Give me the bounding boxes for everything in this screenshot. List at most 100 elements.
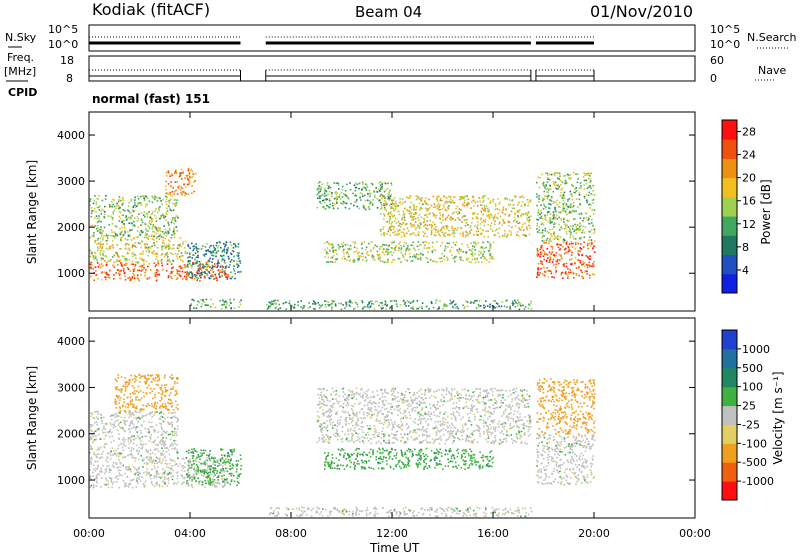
power-pixel xyxy=(112,223,114,225)
power-pixel xyxy=(91,213,93,215)
velocity-pixel xyxy=(208,466,210,468)
power-pixel xyxy=(101,235,103,237)
power-pixel xyxy=(170,276,172,278)
velocity-pixel xyxy=(158,473,160,475)
power-pixel xyxy=(189,263,191,265)
power-pixel xyxy=(416,199,418,201)
power-pixel xyxy=(98,215,100,217)
power-pixel xyxy=(187,175,189,177)
power-pixel xyxy=(403,246,405,248)
power-panel-frame xyxy=(89,112,695,311)
power-pixel xyxy=(487,241,489,243)
power-pixel xyxy=(555,269,557,271)
power-pixel xyxy=(123,223,125,225)
power-pixel xyxy=(490,244,492,246)
power-pixel xyxy=(427,208,429,210)
power-pixel xyxy=(116,226,118,228)
power-pixel xyxy=(392,216,394,218)
power-pixel xyxy=(556,188,558,190)
power-pixel xyxy=(421,197,423,199)
power-pixel xyxy=(541,216,543,218)
power-pixel xyxy=(526,217,528,219)
power-pixel xyxy=(459,196,461,198)
power-pixel xyxy=(104,276,106,278)
velocity-pixel xyxy=(128,437,130,439)
power-pixel xyxy=(97,239,99,241)
velocity-pixel xyxy=(146,468,148,470)
power-pixel xyxy=(146,203,148,205)
power-pixel xyxy=(90,256,92,258)
power-pixel xyxy=(559,173,561,175)
power-pixel xyxy=(179,271,181,273)
power-pixel xyxy=(470,207,472,209)
power-pixel xyxy=(233,268,235,270)
power-pixel xyxy=(402,217,404,219)
power-pixel xyxy=(147,278,149,280)
power-pixel xyxy=(377,251,379,253)
power-pixel xyxy=(164,243,166,245)
power-pixel xyxy=(184,266,186,268)
power-pixel xyxy=(444,250,446,252)
power-pixel xyxy=(389,205,391,207)
velocity-pixel xyxy=(156,424,158,426)
power-pixel xyxy=(547,211,549,213)
power-pixel xyxy=(428,308,430,310)
velocity-pixel xyxy=(97,461,99,463)
power-pixel xyxy=(589,207,591,209)
velocity-pixel xyxy=(136,479,138,481)
power-pixel xyxy=(435,215,437,217)
power-pixel xyxy=(494,221,496,223)
power-pixel xyxy=(192,246,194,248)
power-pixel xyxy=(425,197,427,199)
velocity-pixel xyxy=(171,388,173,390)
power-pixel xyxy=(511,210,513,212)
power-pixel xyxy=(214,278,216,280)
power-pixel xyxy=(147,266,149,268)
velocity-pixel xyxy=(136,391,138,393)
velocity-pixel xyxy=(167,408,169,410)
power-pixel xyxy=(480,251,482,253)
power-pixel xyxy=(192,171,194,173)
power-pixel xyxy=(101,279,103,281)
power-pixel xyxy=(593,185,595,187)
power-pixel xyxy=(477,225,479,227)
power-pixel xyxy=(177,244,179,246)
velocity-pixel xyxy=(104,473,106,475)
power-pixel xyxy=(128,269,130,271)
power-pixel xyxy=(153,242,155,244)
power-pixel xyxy=(133,270,135,272)
power-pixel xyxy=(443,234,445,236)
power-pixel xyxy=(572,206,574,208)
velocity-pixel xyxy=(118,459,120,461)
velocity-pixel xyxy=(155,407,157,409)
power-pixel xyxy=(218,259,220,261)
velocity-pixel xyxy=(90,415,92,417)
power-pixel xyxy=(320,191,322,193)
power-pixel xyxy=(489,202,491,204)
power-pixel xyxy=(189,174,191,176)
power-pixel xyxy=(496,306,498,308)
power-pixel xyxy=(408,305,410,307)
power-pixel xyxy=(435,226,437,228)
power-pixel xyxy=(568,174,570,176)
power-pixel xyxy=(388,191,390,193)
power-pixel xyxy=(122,198,124,200)
power-pixel xyxy=(146,230,148,232)
velocity-pixel xyxy=(140,432,142,434)
power-pixel xyxy=(342,204,344,206)
power-pixel xyxy=(553,215,555,217)
power-pixel xyxy=(327,301,329,303)
velocity-pixel xyxy=(110,429,112,431)
power-pixel xyxy=(131,199,133,201)
power-pixel xyxy=(145,243,147,245)
freq-left-tick-bottom: 8 xyxy=(66,72,73,85)
power-pixel xyxy=(553,203,555,205)
power-pixel xyxy=(458,211,460,213)
power-pixel xyxy=(145,196,147,198)
power-pixel xyxy=(90,267,92,269)
velocity-pixel xyxy=(134,417,136,419)
velocity-pixel xyxy=(159,484,161,486)
power-pixel xyxy=(568,206,570,208)
power-pixel xyxy=(411,226,413,228)
power-pixel xyxy=(322,200,324,202)
